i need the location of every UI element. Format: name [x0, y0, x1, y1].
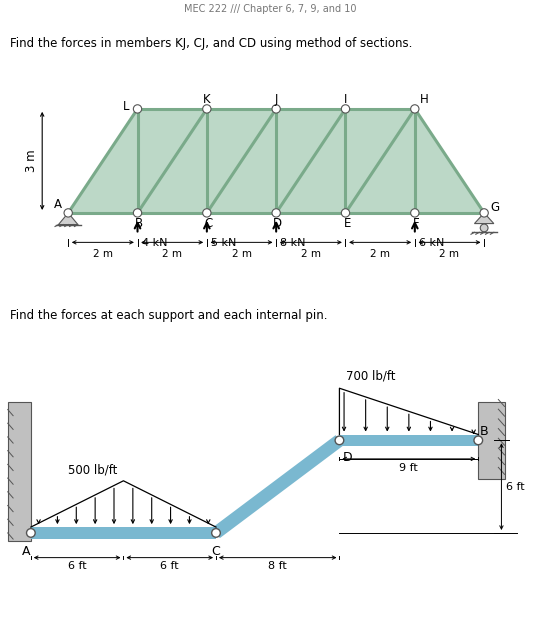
Circle shape — [133, 105, 141, 113]
Circle shape — [272, 209, 280, 217]
Circle shape — [410, 209, 419, 217]
Text: 2 m: 2 m — [93, 248, 113, 258]
Text: 2 m: 2 m — [162, 248, 182, 258]
Text: MEC 222 /// Chapter 6, 7, 9, and 10: MEC 222 /// Chapter 6, 7, 9, and 10 — [184, 4, 356, 14]
Text: 2 m: 2 m — [370, 248, 390, 258]
Circle shape — [272, 105, 280, 113]
Text: K: K — [203, 93, 211, 106]
Polygon shape — [68, 109, 484, 213]
Text: 2 m: 2 m — [301, 248, 321, 258]
Polygon shape — [478, 402, 504, 479]
Polygon shape — [8, 402, 31, 541]
Text: C: C — [212, 544, 220, 557]
Circle shape — [64, 209, 72, 217]
Text: 500 lb/ft: 500 lb/ft — [68, 463, 117, 476]
Text: 6 kN: 6 kN — [419, 238, 444, 248]
Text: L: L — [123, 99, 130, 112]
Text: F: F — [413, 218, 420, 231]
Circle shape — [202, 209, 211, 217]
Text: I: I — [344, 93, 347, 106]
Text: D: D — [342, 451, 352, 464]
Polygon shape — [340, 434, 478, 446]
Circle shape — [410, 105, 419, 113]
Circle shape — [480, 224, 488, 232]
Text: 5 kN: 5 kN — [211, 238, 237, 248]
Circle shape — [341, 105, 349, 113]
Text: 2 m: 2 m — [232, 248, 252, 258]
Polygon shape — [58, 213, 78, 224]
Circle shape — [474, 436, 483, 445]
Text: D: D — [273, 218, 282, 231]
Text: 6 ft: 6 ft — [160, 561, 179, 570]
Text: 9 ft: 9 ft — [400, 463, 419, 473]
Text: B: B — [480, 425, 489, 438]
Text: 4 kN: 4 kN — [141, 238, 167, 248]
Text: C: C — [205, 218, 213, 231]
Text: Find the forces at each support and each internal pin.: Find the forces at each support and each… — [10, 309, 327, 322]
Text: 3 m: 3 m — [25, 150, 38, 172]
Text: A: A — [54, 198, 62, 211]
Text: Find the forces in members KJ, CJ, and CD using method of sections.: Find the forces in members KJ, CJ, and C… — [10, 37, 412, 50]
Polygon shape — [475, 213, 494, 224]
Polygon shape — [31, 527, 216, 539]
Circle shape — [202, 105, 211, 113]
Circle shape — [133, 209, 141, 217]
Text: B: B — [135, 218, 143, 231]
Text: G: G — [490, 201, 499, 214]
Text: 700 lb/ft: 700 lb/ft — [346, 369, 395, 382]
Text: 6 ft: 6 ft — [506, 481, 525, 492]
Circle shape — [480, 209, 488, 217]
Text: 8 ft: 8 ft — [268, 561, 287, 570]
Text: 8 kN: 8 kN — [280, 238, 306, 248]
Text: 6 ft: 6 ft — [68, 561, 86, 570]
Circle shape — [341, 209, 349, 217]
Text: 2 m: 2 m — [440, 248, 460, 258]
Circle shape — [26, 528, 35, 537]
Text: H: H — [420, 93, 429, 106]
Text: E: E — [343, 218, 351, 231]
Circle shape — [212, 528, 220, 537]
Text: J: J — [274, 93, 278, 106]
Circle shape — [335, 436, 344, 445]
Polygon shape — [212, 435, 343, 538]
Text: A: A — [22, 544, 30, 557]
